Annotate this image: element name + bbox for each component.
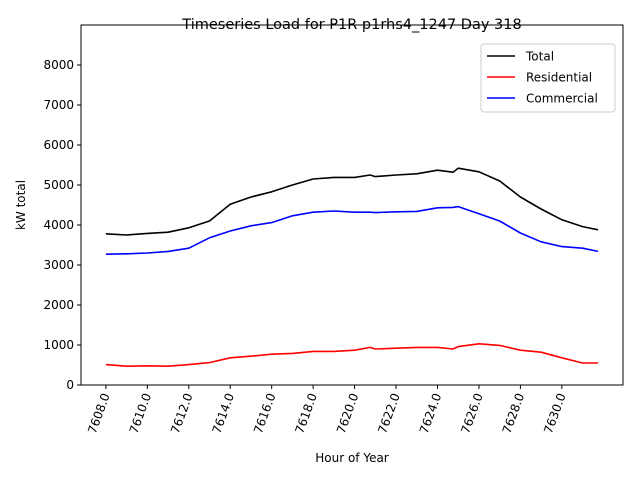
legend-box — [480, 43, 616, 113]
y-tick-label: 4000 — [43, 218, 74, 232]
x-tick-label: 7630.0 — [541, 391, 569, 435]
legend-label: Total — [525, 50, 554, 64]
x-tick-label: 7628.0 — [500, 391, 528, 435]
x-axis-label: Hour of Year — [315, 451, 389, 465]
y-tick-label: 1000 — [43, 338, 74, 352]
series-line-residential — [105, 342, 599, 368]
x-tick-label: 7614.0 — [210, 391, 238, 435]
x-tick-label: 7626.0 — [458, 391, 486, 435]
legend-label: Commercial — [526, 92, 598, 106]
x-tick-label: 7612.0 — [168, 391, 196, 435]
x-tick-label: 7608.0 — [85, 391, 113, 435]
legend: Total Residential Commercial — [480, 43, 616, 113]
y-tick-label: 3000 — [43, 258, 74, 272]
legend-label: Residential — [526, 71, 592, 85]
y-tick-label: 6000 — [43, 138, 74, 152]
x-tick-label: 7610.0 — [127, 391, 155, 435]
y-tick-label: 2000 — [43, 298, 74, 312]
x-tick-label: 7620.0 — [334, 391, 362, 435]
y-tick-label: 0 — [66, 378, 74, 392]
series-line-total — [105, 167, 599, 236]
y-tick-label: 8000 — [43, 58, 74, 72]
y-axis-label: kW total — [14, 180, 28, 230]
x-tick-label: 7624.0 — [417, 391, 445, 435]
series-line-commercial — [105, 205, 599, 255]
plot-frame — [80, 24, 624, 386]
x-tick-label: 7616.0 — [251, 391, 279, 435]
y-tick-label: 7000 — [43, 98, 74, 112]
x-tick-label: 7618.0 — [292, 391, 320, 435]
x-tick-label: 7622.0 — [375, 391, 403, 435]
y-tick-label: 5000 — [43, 178, 74, 192]
